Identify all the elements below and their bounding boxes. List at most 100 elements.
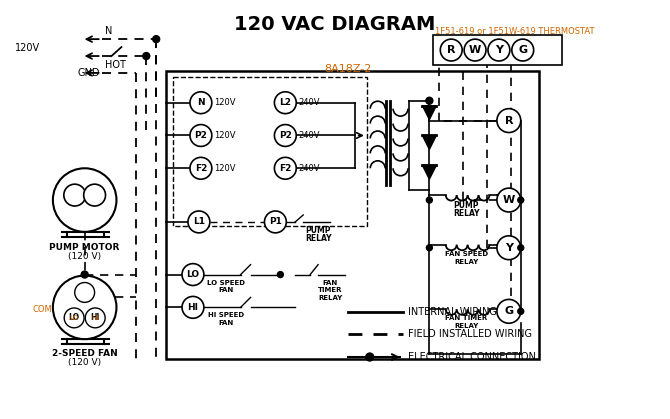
Text: HOT: HOT: [105, 60, 125, 70]
Circle shape: [153, 36, 159, 43]
Text: N: N: [105, 26, 112, 36]
Text: L2: L2: [279, 98, 291, 107]
Text: N: N: [197, 98, 205, 107]
Circle shape: [275, 92, 296, 114]
Circle shape: [275, 124, 296, 146]
Text: W: W: [502, 195, 515, 205]
Circle shape: [188, 211, 210, 233]
Bar: [433, 35, 563, 65]
Circle shape: [265, 211, 286, 233]
Text: PUMP: PUMP: [306, 226, 331, 235]
Text: P2: P2: [279, 131, 291, 140]
Circle shape: [85, 308, 105, 328]
Polygon shape: [422, 106, 436, 119]
Text: PUMP: PUMP: [454, 201, 479, 210]
Text: ELECTRICAL CONNECTION: ELECTRICAL CONNECTION: [407, 352, 535, 362]
Text: FAN TIMER: FAN TIMER: [445, 315, 487, 321]
Circle shape: [497, 188, 521, 212]
Polygon shape: [422, 165, 436, 179]
Circle shape: [143, 52, 149, 59]
Circle shape: [426, 245, 432, 251]
Circle shape: [497, 300, 521, 323]
Circle shape: [497, 236, 521, 260]
Circle shape: [464, 39, 486, 61]
Text: 120V: 120V: [214, 164, 235, 173]
Text: 120V: 120V: [15, 43, 40, 53]
Circle shape: [182, 264, 204, 285]
Text: R: R: [505, 116, 513, 126]
Text: FAN: FAN: [322, 279, 338, 285]
Circle shape: [75, 282, 94, 303]
Text: F2: F2: [195, 164, 207, 173]
Bar: [166, 71, 539, 359]
Text: PUMP MOTOR: PUMP MOTOR: [50, 243, 120, 252]
Circle shape: [53, 168, 117, 232]
Circle shape: [518, 308, 524, 314]
Text: GND: GND: [77, 68, 100, 78]
Circle shape: [277, 272, 283, 277]
Circle shape: [275, 158, 296, 179]
Text: RELAY: RELAY: [305, 234, 332, 243]
Text: LO SPEED: LO SPEED: [207, 279, 245, 285]
Text: 2-SPEED FAN: 2-SPEED FAN: [52, 349, 117, 358]
Text: R: R: [447, 45, 456, 55]
Circle shape: [497, 109, 521, 132]
Text: 120V: 120V: [214, 131, 235, 140]
Circle shape: [182, 296, 204, 318]
Text: FAN: FAN: [218, 320, 233, 326]
Text: FAN: FAN: [218, 287, 233, 293]
Text: F2: F2: [279, 164, 291, 173]
Circle shape: [426, 97, 433, 104]
Text: (120 V): (120 V): [68, 358, 101, 367]
Text: W: W: [469, 45, 481, 55]
Text: INTERNAL WIRING: INTERNAL WIRING: [407, 307, 496, 317]
Circle shape: [426, 197, 432, 203]
Text: 240V: 240V: [298, 131, 320, 140]
Text: FAN SPEED: FAN SPEED: [445, 251, 488, 257]
Text: HI: HI: [92, 315, 99, 321]
Text: RELAY: RELAY: [454, 323, 478, 329]
Text: FIELD INSTALLED WIRING: FIELD INSTALLED WIRING: [407, 329, 531, 339]
Text: G: G: [518, 45, 527, 55]
Text: 240V: 240V: [298, 98, 320, 107]
Circle shape: [190, 158, 212, 179]
Text: RELAY: RELAY: [318, 295, 342, 301]
Text: 120 VAC DIAGRAM: 120 VAC DIAGRAM: [234, 16, 436, 34]
Text: COM: COM: [32, 305, 52, 314]
Text: RELAY: RELAY: [453, 209, 479, 218]
Text: Y: Y: [505, 243, 513, 253]
Text: G: G: [505, 306, 513, 316]
Circle shape: [366, 353, 374, 361]
Text: P2: P2: [194, 131, 207, 140]
Circle shape: [64, 308, 84, 328]
Circle shape: [488, 39, 510, 61]
Text: Y: Y: [495, 45, 503, 55]
Text: 120V: 120V: [214, 98, 235, 107]
Circle shape: [190, 92, 212, 114]
Circle shape: [190, 124, 212, 146]
Bar: [173, 77, 366, 226]
Text: (120 V): (120 V): [68, 252, 101, 261]
Text: TIMER: TIMER: [318, 287, 342, 293]
Text: 240V: 240V: [298, 164, 320, 173]
Polygon shape: [422, 135, 436, 150]
Circle shape: [512, 39, 534, 61]
Circle shape: [53, 276, 117, 339]
Circle shape: [518, 245, 524, 251]
Circle shape: [84, 184, 106, 206]
Text: L1: L1: [193, 217, 205, 226]
Text: P1: P1: [269, 217, 282, 226]
Text: LO: LO: [186, 270, 200, 279]
Text: HI: HI: [188, 303, 198, 312]
Text: RELAY: RELAY: [454, 259, 478, 265]
Circle shape: [518, 197, 524, 203]
Text: 8A18Z-2: 8A18Z-2: [324, 64, 372, 74]
Text: 1F51-619 or 1F51W-619 THERMOSTAT: 1F51-619 or 1F51W-619 THERMOSTAT: [436, 27, 595, 36]
Text: LO: LO: [68, 313, 80, 322]
Text: LO: LO: [70, 315, 78, 321]
Circle shape: [64, 184, 86, 206]
Text: HI: HI: [90, 313, 100, 322]
Text: HI SPEED: HI SPEED: [208, 312, 244, 318]
Circle shape: [81, 271, 88, 278]
Circle shape: [440, 39, 462, 61]
